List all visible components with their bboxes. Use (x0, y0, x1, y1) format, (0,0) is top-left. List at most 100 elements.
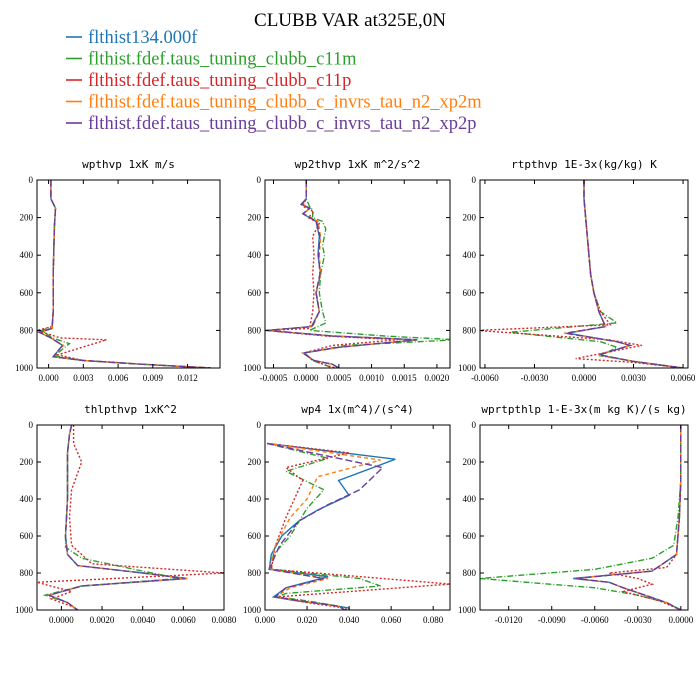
series-line-2 (266, 442, 381, 610)
panel-title: wprtpthlp 1-E-3x(m kg K)/(s kg) (481, 403, 686, 416)
series-line-3 (37, 425, 224, 610)
x-tick-label: -0.0060 (581, 615, 609, 625)
legend-entry-3: flthist.fdef.taus_tuning_clubb_c11p (88, 71, 351, 91)
y-tick-label: 0 (472, 175, 477, 185)
x-tick-label: 0.0000 (294, 373, 319, 383)
series-line-5 (266, 180, 418, 368)
chart-panel-2: wp2thvp 1xK m^2/s^2 0 200 400 600 800 1000-0.0… (243, 158, 451, 383)
x-tick-label: 0.0020 (425, 373, 450, 383)
x-tick-label: 0.040 (339, 615, 360, 625)
x-tick-label: 0.0015 (392, 373, 417, 383)
panel-title: wpthvp 1xK m/s (82, 158, 175, 171)
y-tick-label: 800 (248, 325, 262, 335)
figure-title: CLUBB VAR at325E,0N (254, 10, 446, 31)
legend-entry-1: flthist134.000f (88, 28, 198, 48)
series-line-5 (266, 442, 385, 610)
x-tick-label: 0.0020 (90, 615, 115, 625)
y-tick-label: 200 (20, 213, 34, 223)
y-tick-label: 1000 (15, 363, 34, 373)
y-tick-label: 400 (248, 250, 262, 260)
y-tick-label: 400 (20, 250, 34, 260)
x-tick-label: 0.020 (297, 615, 318, 625)
y-tick-label: 400 (20, 494, 34, 504)
x-tick-label: 0.0080 (212, 615, 237, 625)
chart-panel-1: wpthvp 1xK m/s 0 200 400 600 800 1000 0.000 0.00… (15, 158, 221, 383)
series-line-3 (267, 442, 450, 610)
series-line-2 (40, 180, 211, 368)
x-tick-label: 0.0000 (668, 615, 693, 625)
y-tick-label: 800 (20, 325, 34, 335)
y-tick-label: 800 (463, 568, 477, 578)
panel-title: thlpthvp 1xK^2 (84, 403, 177, 416)
x-tick-label: 0.0060 (171, 615, 196, 625)
series-line-3 (37, 180, 211, 368)
series-line-3 (265, 180, 398, 368)
series-line-2 (480, 425, 682, 610)
legend-entry-5: flthist.fdef.taus_tuning_clubb_c_invrs_t… (88, 114, 476, 134)
series-line-2 (42, 425, 180, 610)
chart-panel-4: thlpthvp 1xK^2 0 200 400 600 800 1000 0.0000 0.0… (15, 403, 237, 625)
x-tick-label: -0.0005 (260, 373, 288, 383)
plot-frame (264, 179, 451, 369)
y-tick-label: 600 (248, 288, 262, 298)
series-line-1 (573, 425, 682, 610)
plot-frame (36, 179, 221, 369)
y-tick-label: 600 (20, 288, 34, 298)
x-tick-label: -0.0060 (471, 373, 499, 383)
chart-panel-6: wprtpthlp 1-E-3x(m kg K)/(s kg) 0 200 400 60… (458, 403, 694, 625)
series-line-5 (576, 425, 682, 610)
x-tick-label: -0.0030 (624, 615, 652, 625)
legend: flthist134.000fflthist.fdef.taus_tuning_… (66, 28, 482, 134)
plot-frame (264, 424, 451, 611)
y-tick-label: 200 (463, 213, 477, 223)
y-tick-label: 0 (29, 420, 34, 430)
x-tick-label: 0.0040 (130, 615, 155, 625)
y-tick-label: 800 (248, 568, 262, 578)
x-tick-label: 0.000 (255, 615, 276, 625)
x-tick-label: 0.009 (143, 373, 164, 383)
x-tick-label: 0.0005 (326, 373, 351, 383)
y-tick-label: 600 (248, 531, 262, 541)
series-line-4 (266, 442, 381, 610)
y-tick-label: 1000 (458, 363, 477, 373)
x-tick-label: 0.006 (108, 373, 129, 383)
panel-title: wp4 1x(m^4)/(s^4) (301, 403, 414, 416)
series-line-1 (266, 180, 418, 368)
y-tick-label: 0 (472, 420, 477, 430)
y-tick-label: 1000 (243, 363, 262, 373)
y-tick-label: 200 (463, 457, 477, 467)
y-tick-label: 400 (463, 250, 477, 260)
y-tick-label: 200 (248, 213, 262, 223)
y-tick-label: 200 (20, 457, 34, 467)
series-line-5 (37, 180, 211, 368)
x-tick-label: 0.060 (381, 615, 402, 625)
x-tick-label: 0.012 (177, 373, 197, 383)
x-tick-label: -0.0120 (495, 615, 523, 625)
x-tick-label: 0.0030 (621, 373, 646, 383)
y-tick-label: 800 (20, 568, 34, 578)
legend-entry-2: flthist.fdef.taus_tuning_clubb_c11m (88, 50, 357, 70)
series-line-4 (37, 180, 211, 368)
series-line-4 (266, 180, 418, 368)
y-tick-label: 400 (248, 494, 262, 504)
y-tick-label: 0 (29, 175, 34, 185)
y-tick-label: 1000 (243, 605, 262, 615)
y-tick-label: 600 (463, 288, 477, 298)
panel-title: rtpthvp 1E-3x(kg/kg) K (511, 158, 657, 171)
series-line-3 (608, 425, 682, 610)
series-line-2 (303, 180, 450, 368)
plot-frame (479, 424, 689, 611)
x-tick-label: -0.0090 (538, 615, 566, 625)
y-tick-label: 1000 (458, 605, 477, 615)
series-line-5 (47, 425, 186, 610)
series-line-5 (565, 180, 684, 368)
x-tick-label: 0.0060 (671, 373, 696, 383)
y-tick-label: 0 (257, 420, 262, 430)
chart-panel-3: rtpthvp 1E-3x(kg/kg) K02004006008001000-… (458, 158, 696, 383)
legend-entry-4: flthist.fdef.taus_tuning_clubb_c_invrs_t… (88, 93, 482, 113)
x-tick-label: 0.080 (423, 615, 444, 625)
y-tick-label: 1000 (15, 605, 34, 615)
